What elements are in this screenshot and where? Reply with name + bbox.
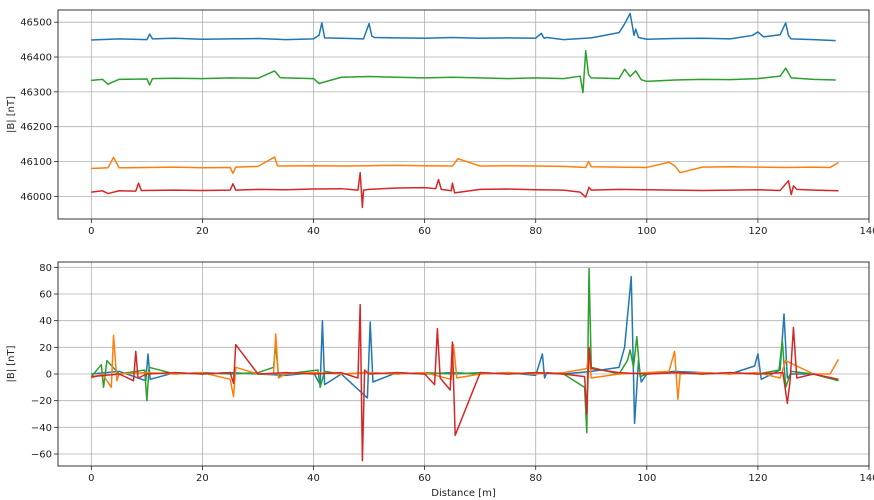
bottom-y-axis-label: |B| [nT] bbox=[6, 345, 17, 382]
top-x-tick-label: 80 bbox=[529, 226, 542, 237]
top-series-line-blue bbox=[91, 12, 836, 42]
top-subplot: 0 20 40 60 80 100 120 140 46000 46100 46200 46300 46… bbox=[6, 9, 874, 237]
bottom-y-tick-label: 20 bbox=[39, 343, 52, 354]
top-x-tick-label: 140 bbox=[859, 226, 874, 237]
bottom-x-tick-label: 20 bbox=[196, 473, 209, 484]
bottom-series-line-orange bbox=[91, 333, 840, 401]
bottom-x-tick-label: 0 bbox=[88, 473, 94, 484]
bottom-y-tick-label: 80 bbox=[39, 263, 52, 274]
top-series-group bbox=[91, 12, 839, 209]
bottom-plot-frame bbox=[57, 261, 870, 467]
bottom-gridlines bbox=[58, 262, 870, 466]
top-y-axis-label: |B| [nT] bbox=[6, 96, 17, 133]
bottom-y-tick-label: 60 bbox=[39, 290, 52, 301]
bottom-y-tick-label: −20 bbox=[31, 396, 52, 407]
bottom-x-tick-label: 40 bbox=[307, 473, 320, 484]
top-series-line-green bbox=[91, 50, 836, 94]
bottom-ticks: 0 20 40 60 80 100 120 140 −60 −40 −20 0 20 40 60 80 bbox=[31, 263, 874, 484]
bottom-series-line-blue bbox=[91, 275, 839, 425]
bottom-series-group bbox=[90, 267, 840, 462]
top-x-tick-label: 20 bbox=[196, 226, 209, 237]
bottom-series-line-green bbox=[90, 267, 839, 434]
bottom-y-tick-label: 40 bbox=[39, 316, 52, 327]
bottom-x-tick-label: 120 bbox=[748, 473, 767, 484]
top-y-tick-label: 46300 bbox=[20, 87, 52, 98]
top-gridlines bbox=[58, 10, 870, 219]
top-x-tick-label: 100 bbox=[637, 226, 656, 237]
bottom-x-tick-label: 140 bbox=[859, 473, 874, 484]
bottom-y-tick-label: −40 bbox=[31, 423, 52, 434]
bottom-x-tick-label: 80 bbox=[529, 473, 542, 484]
bottom-subplot: 0 20 40 60 80 100 120 140 −60 −40 −20 0 20 40 60 80 |B|… bbox=[6, 261, 874, 499]
top-y-tick-label: 46500 bbox=[20, 18, 52, 29]
top-plot-frame bbox=[57, 9, 870, 220]
top-series-line-orange bbox=[91, 156, 839, 175]
bottom-y-tick-label: −60 bbox=[31, 450, 52, 461]
top-y-tick-label: 46400 bbox=[20, 53, 52, 64]
top-x-tick-label: 60 bbox=[418, 226, 431, 237]
bottom-x-tick-label: 100 bbox=[637, 473, 656, 484]
bottom-y-tick-label: 0 bbox=[46, 370, 52, 381]
top-y-tick-label: 46100 bbox=[20, 157, 52, 168]
top-ticks: 0 20 40 60 80 100 120 140 46000 46100 46200 46300 46… bbox=[20, 18, 874, 237]
top-series-line-red bbox=[91, 171, 839, 209]
top-x-tick-label: 40 bbox=[307, 226, 320, 237]
bottom-series-line-red bbox=[91, 303, 839, 462]
top-x-tick-label: 0 bbox=[88, 226, 94, 237]
top-y-tick-label: 46000 bbox=[20, 192, 52, 203]
bottom-x-axis-label: Distance [m] bbox=[431, 488, 496, 499]
bottom-x-tick-label: 60 bbox=[418, 473, 431, 484]
top-x-tick-label: 120 bbox=[748, 226, 767, 237]
top-y-tick-label: 46200 bbox=[20, 122, 52, 133]
